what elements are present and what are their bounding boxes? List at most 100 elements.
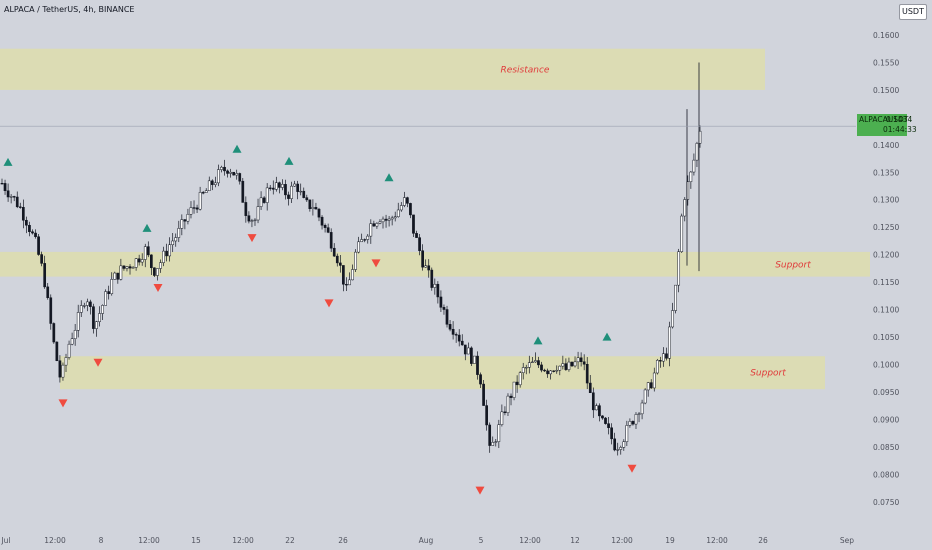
candle-body [9, 196, 13, 198]
candle-body [210, 180, 214, 185]
candle-body [177, 228, 181, 238]
symbol-header: ALPACA / TetherUS, 4h, BINANCE [4, 5, 135, 14]
candle-body [287, 194, 290, 199]
time-tick-label: 12:00 [706, 536, 728, 545]
candle-body [186, 214, 190, 222]
price-tick-label: 0.1000 [873, 360, 899, 369]
candle-body [616, 449, 620, 451]
last-price-countdown: 01:44:33 [883, 125, 917, 134]
price-axis[interactable]: 0.16000.15500.15000.14500.14000.13500.13… [873, 31, 899, 507]
last-price-value: 0.1434 [886, 115, 913, 124]
candle-body [662, 353, 665, 362]
candle-body [613, 438, 617, 451]
candle-body [521, 367, 525, 373]
candle-body [244, 202, 248, 216]
candle-body [250, 220, 254, 222]
price-tick-label: 0.1600 [873, 31, 899, 40]
candle-body [168, 244, 171, 257]
candle-body [34, 232, 37, 237]
time-tick-label: 12:00 [138, 536, 160, 545]
candle-body [226, 170, 229, 174]
price-tick-label: 0.0900 [873, 415, 899, 424]
candle-body [204, 190, 208, 193]
up-arrow-marker [533, 336, 543, 345]
candle-body [79, 305, 83, 313]
candle-body [363, 239, 367, 241]
candle-body [665, 353, 668, 359]
candle-body [131, 267, 135, 269]
candle-body [323, 225, 327, 228]
candle-body [515, 381, 519, 386]
candle-body [116, 272, 120, 280]
currency-button[interactable]: USDT [899, 4, 927, 20]
candle-body [680, 215, 684, 252]
candle-body [52, 323, 56, 343]
candle-body [192, 207, 196, 209]
candle-body [418, 237, 421, 251]
candle-body [390, 217, 394, 220]
candle-body [49, 297, 53, 324]
down-arrow-marker [324, 299, 334, 308]
price-tick-label: 0.1500 [873, 86, 899, 95]
candle-body [21, 207, 25, 221]
candle-body [466, 347, 470, 355]
candle-body [549, 370, 552, 375]
candle-body [409, 203, 412, 216]
candle-body [479, 374, 482, 385]
candle-body [73, 330, 77, 339]
candle-body [402, 197, 406, 206]
candle-body [381, 218, 385, 223]
zone-band [60, 356, 825, 390]
candle-body [518, 372, 522, 386]
candle-body [384, 218, 388, 221]
candle-body [454, 334, 458, 336]
candle-body [527, 362, 531, 368]
down-arrow-marker [93, 358, 103, 367]
candle-body [134, 258, 138, 268]
candle-body [393, 216, 397, 219]
candle-body [92, 306, 95, 329]
candle-body [369, 223, 373, 237]
candle-body [476, 355, 479, 375]
candle-body [396, 209, 400, 218]
time-axis[interactable]: Jul 12:00 8 12:00 15 12:00 22 26 Aug 5 12:00 12 12:0… [0, 536, 854, 545]
candle-body [55, 341, 59, 361]
zone-band [0, 48, 765, 90]
zone-label: Support [750, 369, 786, 379]
down-arrow-marker [627, 464, 637, 473]
candle-body [140, 259, 144, 263]
candle-body [43, 263, 47, 288]
candle-body [463, 344, 467, 355]
candle-body [482, 383, 485, 406]
candle-body [28, 224, 31, 232]
candle-body [649, 382, 653, 389]
candle-body [570, 361, 574, 367]
candle-body [162, 250, 165, 263]
candle-body [372, 223, 376, 227]
candle-body [625, 425, 629, 443]
candle-body [274, 182, 278, 190]
candle-body [143, 246, 147, 260]
price-tick-label: 0.1050 [873, 333, 899, 342]
candle-body [95, 321, 98, 329]
candle-body [195, 207, 199, 210]
up-arrow-marker [3, 157, 13, 166]
candle-body [122, 265, 126, 269]
candle-body [290, 185, 293, 199]
candle-body [229, 171, 232, 174]
candle-body [503, 411, 507, 414]
candle-body [271, 187, 275, 190]
price-tick-label: 0.1150 [873, 278, 899, 287]
candle-body [235, 173, 239, 176]
time-tick-label: 8 [99, 536, 104, 545]
candle-body [174, 237, 178, 242]
candle-body [76, 312, 80, 331]
candle-body [543, 369, 546, 372]
candle-body [146, 246, 150, 256]
candle-body [320, 216, 324, 226]
candle-body [421, 250, 424, 268]
candle-body [604, 417, 607, 424]
candle-body [314, 207, 318, 210]
candle-body [201, 192, 205, 194]
